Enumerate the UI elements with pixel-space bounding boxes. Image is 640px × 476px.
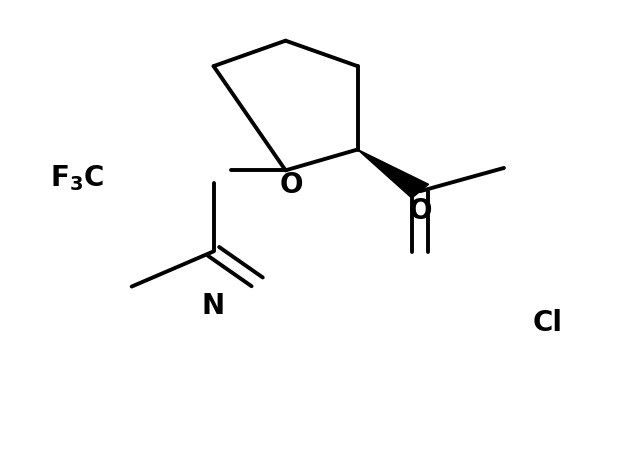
Text: N: N bbox=[202, 291, 225, 319]
Text: Cl: Cl bbox=[533, 308, 563, 336]
Text: $\mathregular{F_3C}$: $\mathregular{F_3C}$ bbox=[50, 163, 104, 193]
Polygon shape bbox=[358, 150, 429, 198]
Text: O: O bbox=[279, 171, 303, 199]
Text: O: O bbox=[408, 197, 432, 224]
